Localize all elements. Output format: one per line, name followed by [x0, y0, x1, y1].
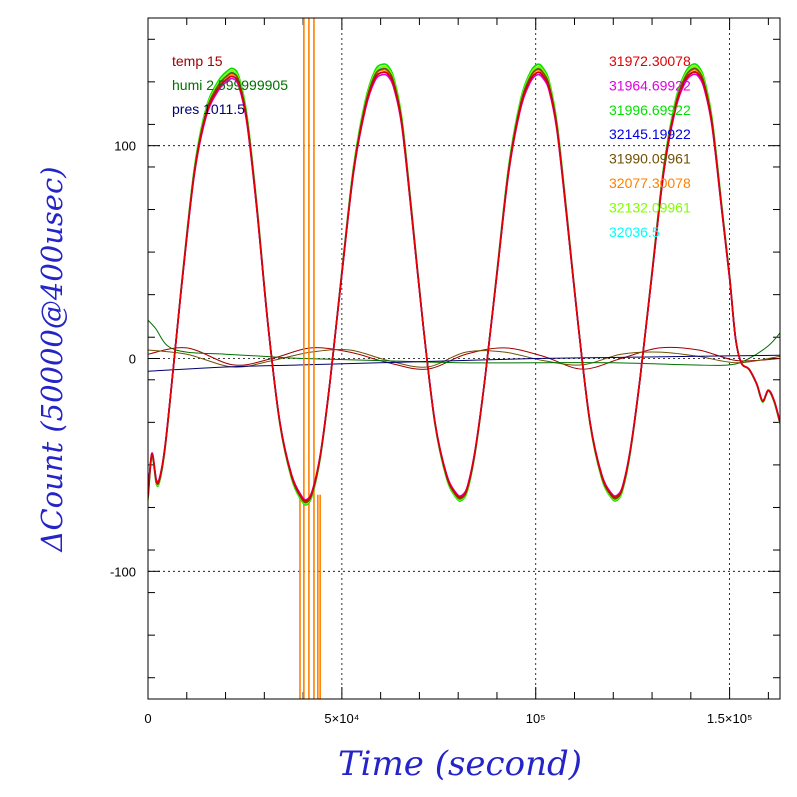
series-legend-entry: 32132.09961 [609, 199, 691, 215]
series-legend-entry: 31996.69922 [609, 102, 691, 118]
env-curve-brown [148, 348, 780, 368]
series-legend-entry: 31972.30078 [609, 53, 691, 69]
env-legend-entry: temp 15 [172, 53, 223, 69]
spike-lines [299, 18, 321, 699]
series-legend: 31972.30078 31964.69922 31996.69922 32145.1… [609, 53, 691, 240]
waveform-traces [148, 63, 780, 506]
series-legend-entry: 31964.69922 [609, 77, 691, 93]
env-curve-temp [148, 346, 780, 370]
plot-frame [147, 17, 781, 700]
series-legend-entry: 32145.19922 [609, 126, 691, 142]
waveform-trace [148, 71, 780, 502]
y-tick-label: 100 [114, 139, 136, 154]
x-tick-label: 10⁵ [526, 711, 546, 726]
y-tick-label: 0 [129, 352, 136, 367]
x-tick-label: 0 [144, 711, 151, 726]
series-legend-entry: 32077.30078 [609, 175, 691, 191]
x-tick-label: 1.5×10⁵ [707, 711, 753, 726]
y-tick-labels: -100 0 100 [110, 139, 136, 580]
environment-legend: temp 15 humi 2.599999905 pres 1011.5 [172, 53, 288, 117]
x-tick-label: 5×10⁴ [324, 711, 359, 726]
series-legend-entry: 32036.5 [609, 224, 660, 240]
minor-ticks [147, 18, 780, 699]
x-tick-labels: 0 5×10⁴ 10⁵ 1.5×10⁵ [144, 711, 752, 726]
series-legend-entry: 31990.09961 [609, 151, 691, 167]
env-curve-pres [148, 354, 780, 372]
env-legend-entry: humi 2.599999905 [172, 77, 288, 93]
y-axis-title: ΔCount (50000@400usec) [35, 166, 69, 552]
y-tick-label: -100 [110, 564, 136, 579]
x-axis-title: Time (second) [338, 744, 582, 784]
env-legend-entry: pres 1011.5 [172, 101, 245, 117]
